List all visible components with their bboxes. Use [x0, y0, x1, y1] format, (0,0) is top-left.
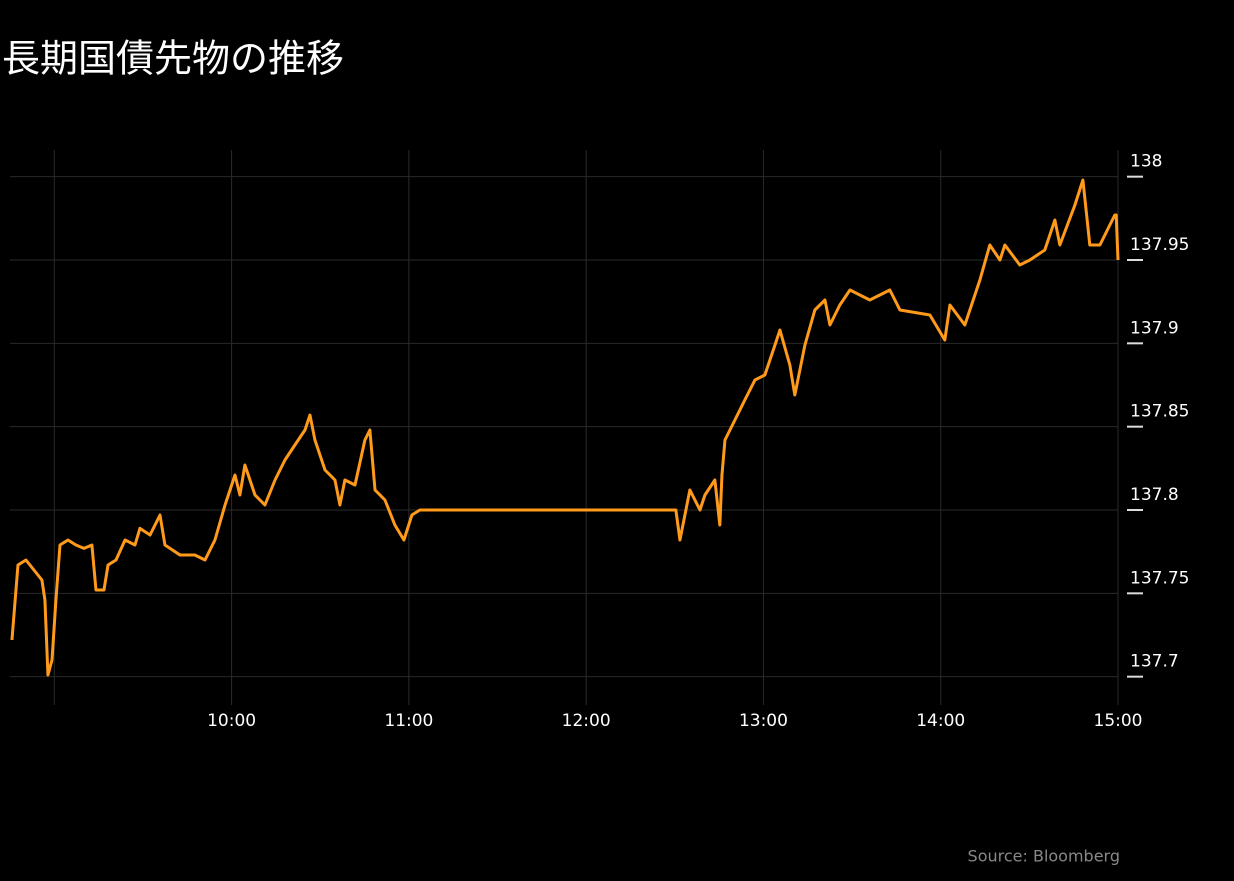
- price-line: [10, 178, 1120, 677]
- y-tick-label: 137.7: [1130, 652, 1179, 672]
- chart-title: 長期国債先物の推移: [2, 37, 344, 81]
- y-tick-label: 137.9: [1130, 318, 1179, 338]
- x-tick-label: 14:00: [916, 711, 965, 731]
- x-tick-label: 15:00: [1094, 711, 1143, 731]
- x-tick-label: 13:00: [739, 711, 788, 731]
- x-tick-label: 12:00: [562, 711, 611, 731]
- y-tick-label: 137.85: [1130, 402, 1189, 422]
- y-tick-label: 137.8: [1130, 485, 1179, 505]
- x-tick-label: 11:00: [384, 711, 433, 731]
- source: Source: Bloomberg: [968, 847, 1120, 866]
- y-tick-label: 137.95: [1130, 235, 1189, 255]
- y-tick-label: 137.75: [1130, 568, 1189, 588]
- y-tick-label: 138: [1130, 152, 1162, 172]
- x-tick-label: 10:00: [207, 711, 256, 731]
